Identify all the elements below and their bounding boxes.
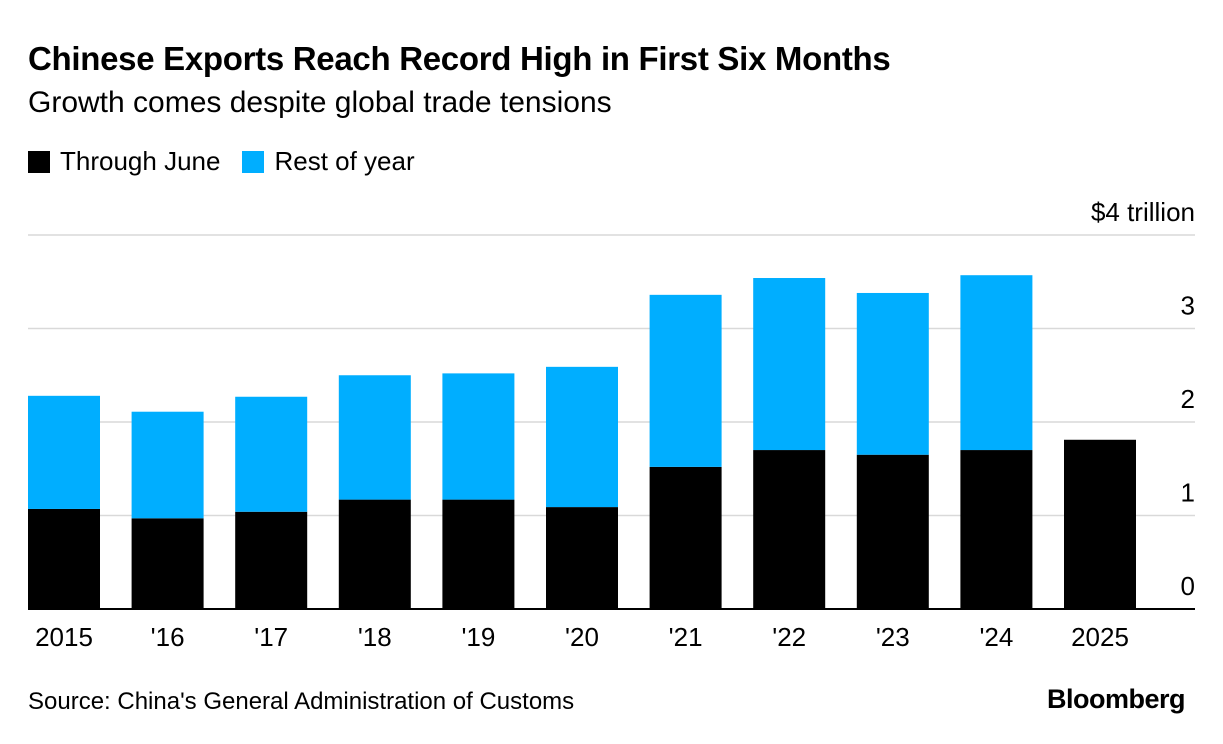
x-tick-label: 2015 <box>35 622 93 652</box>
y-tick-label: 3 <box>1181 291 1195 321</box>
legend-swatch-rest-of-year <box>242 150 265 173</box>
y-tick-label: $4 trillion <box>1091 197 1195 227</box>
bars <box>28 275 1136 609</box>
bar-through-june <box>338 499 411 609</box>
x-axis-ticks: 2015 '16 '17 '18 '19 '20 '21 '22 '23 '24 2025 <box>28 608 1195 652</box>
bar-chart: 0 1 2 3 $4 trillion 2015 '16 '17 '18 '19 '20 '21 '2… <box>28 197 1195 652</box>
bar-rest-of-year <box>856 292 929 455</box>
chart-title: Chinese Exports Reach Record High in Fir… <box>28 40 891 77</box>
x-tick-label: '19 <box>461 622 495 652</box>
bar-through-june <box>546 507 618 609</box>
chart-subtitle: Growth comes despite global trade tensio… <box>28 86 612 119</box>
x-tick-label: '21 <box>669 622 703 652</box>
bar-rest-of-year <box>753 278 826 451</box>
y-axis-ticks: 0 1 2 3 $4 trillion <box>1091 197 1195 601</box>
legend-label-rest-of-year: Rest of year <box>274 146 415 176</box>
bar-rest-of-year <box>131 411 204 519</box>
bar-through-june <box>28 508 100 609</box>
x-tick-label: '20 <box>565 622 599 652</box>
legend-label-through-june: Through June <box>60 146 221 176</box>
bar-rest-of-year <box>338 375 411 500</box>
bar-rest-of-year <box>546 366 618 508</box>
bar-through-june <box>1064 439 1136 609</box>
y-tick-label: 0 <box>1181 571 1195 601</box>
bar-through-june <box>856 454 929 609</box>
bar-through-june <box>131 518 204 609</box>
y-tick-label: 1 <box>1181 478 1195 508</box>
bar-through-june <box>649 466 722 609</box>
legend-item-through-june: Through June <box>28 146 220 177</box>
x-tick-label: 2025 <box>1071 622 1129 652</box>
bar-through-june <box>442 499 515 609</box>
x-tick-label: '22 <box>772 622 806 652</box>
y-tick-label: 2 <box>1181 384 1195 414</box>
bar-rest-of-year <box>649 294 722 467</box>
bar-rest-of-year <box>28 395 100 509</box>
legend-swatch-through-june <box>28 150 50 173</box>
bar-rest-of-year <box>442 373 515 500</box>
x-tick-label: '17 <box>254 622 288 652</box>
legend-item-rest-of-year: Rest of year <box>242 146 415 177</box>
bar-through-june <box>960 450 1033 609</box>
source-note: Source: China's General Administration o… <box>28 688 575 715</box>
legend: Through June Rest of year <box>28 146 437 177</box>
x-tick-label: '24 <box>979 622 1013 652</box>
bar-rest-of-year <box>235 396 308 512</box>
bar-rest-of-year <box>960 275 1033 451</box>
bar-through-june <box>753 450 826 609</box>
x-tick-label: '18 <box>358 622 392 652</box>
bloomberg-logo: Bloomberg <box>1046 684 1186 714</box>
x-tick-label: '16 <box>151 622 185 652</box>
x-tick-label: '23 <box>876 622 910 652</box>
bar-through-june <box>235 511 308 609</box>
